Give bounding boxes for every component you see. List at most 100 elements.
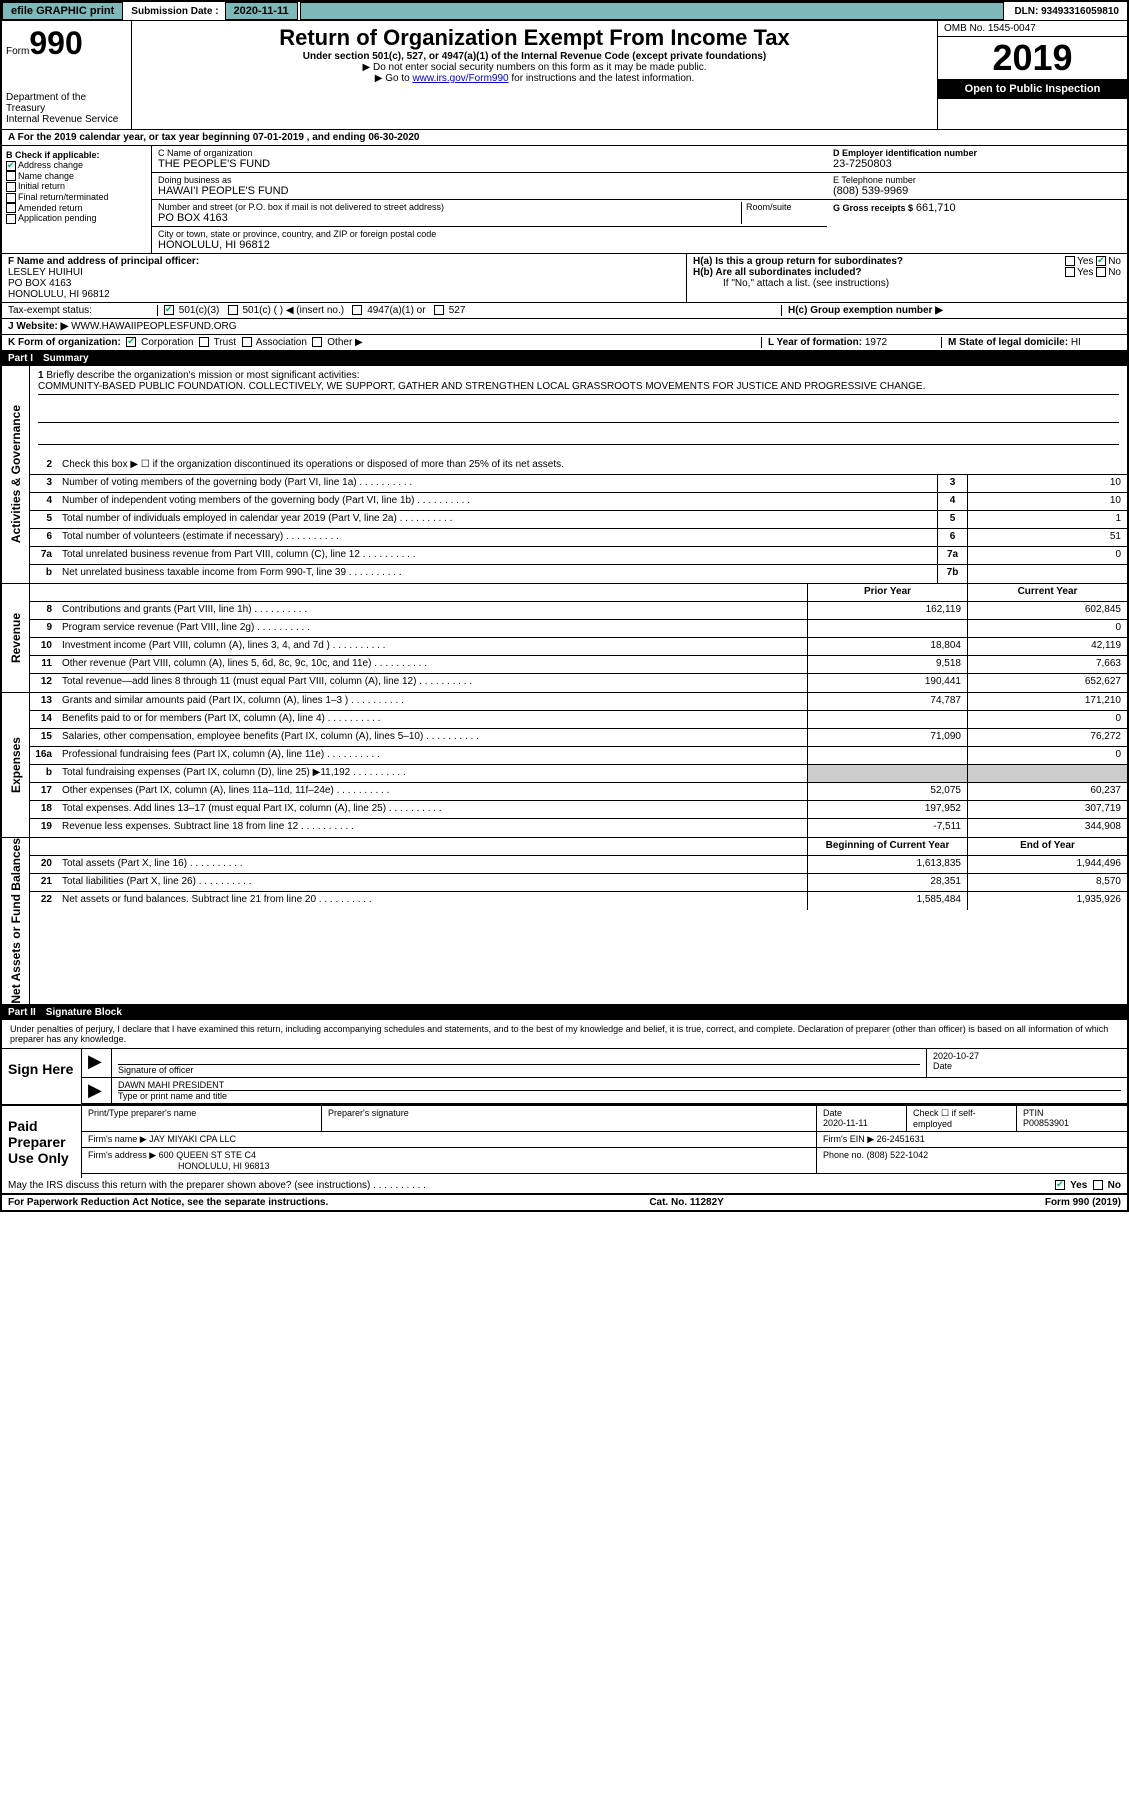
line-12-desc: Total revenue—add lines 8 through 11 (mu… [58,674,807,692]
footer-mid: Cat. No. 11282Y [649,1197,723,1208]
ha-yes[interactable] [1065,256,1075,266]
form-note-link: ▶ Go to www.irs.gov/Form990 for instruct… [140,73,929,84]
form-subtitle: Under section 501(c), 527, or 4947(a)(1)… [140,51,929,62]
check-assoc[interactable] [242,337,252,347]
efile-print-button[interactable]: efile GRAPHIC print [2,2,123,20]
netassets-label: Net Assets or Fund Balances [9,838,23,1004]
line-13-current: 171,210 [967,693,1127,710]
city-label: City or town, state or province, country… [158,229,821,239]
line-21-desc: Total liabilities (Part X, line 26) [58,874,807,891]
check-501c3[interactable] [164,305,174,315]
line-14-prior [807,711,967,728]
firm-ein: 26-2451631 [877,1134,925,1144]
sign-arrow-icon-2: ▶ [82,1078,112,1103]
check-501c[interactable] [228,305,238,315]
line-3-desc: Number of voting members of the governin… [58,475,937,492]
line-22-prior: 1,585,484 [807,892,967,910]
line-5-val: 1 [967,511,1127,528]
line-4-val: 10 [967,493,1127,510]
firm-name: JAY MIYAKI CPA LLC [149,1134,236,1144]
dept-treasury: Department of the Treasury Internal Reve… [6,92,127,125]
hb-no[interactable] [1096,267,1106,277]
website-label: J Website: ▶ [8,321,68,332]
current-year-hdr: Current Year [967,584,1127,601]
line-b-box: 7b [937,565,967,583]
ein-label: D Employer identification number [833,148,1121,158]
revenue-label: Revenue [9,613,23,663]
line-6-box: 6 [937,529,967,546]
expenses-section: Expenses 13Grants and similar amounts pa… [2,693,1127,838]
line-21-prior: 28,351 [807,874,967,891]
netassets-section: Net Assets or Fund Balances Beginning of… [2,838,1127,1005]
firm-addr1: 600 QUEEN ST STE C4 [159,1150,256,1160]
h-c: H(c) Group exemption number ▶ [781,305,1121,316]
sign-arrow-icon: ▶ [82,1049,112,1077]
line-7a-box: 7a [937,547,967,564]
part-2-header: Part II Signature Block [2,1005,1127,1020]
org-name: THE PEOPLE'S FUND [158,158,821,170]
check-name-change[interactable] [6,171,16,181]
line-14-current: 0 [967,711,1127,728]
hb-yes[interactable] [1065,267,1075,277]
line-22-desc: Net assets or fund balances. Subtract li… [58,892,807,910]
paid-preparer-label: Paid Preparer Use Only [2,1106,82,1178]
form-990-page: efile GRAPHIC print Submission Date : 20… [0,0,1129,1212]
line-b-val [967,565,1127,583]
officer-name: LESLEY HUIHUI [8,267,680,278]
tax-period: A For the 2019 calendar year, or tax yea… [2,130,1127,146]
check-other[interactable] [312,337,322,347]
expenses-label: Expenses [9,737,23,793]
line-22-current: 1,935,926 [967,892,1127,910]
line-8-desc: Contributions and grants (Part VIII, lin… [58,602,807,619]
page-footer: For Paperwork Reduction Act Notice, see … [2,1194,1127,1210]
line-9-current: 0 [967,620,1127,637]
submission-date-label: Submission Date : [125,6,224,17]
line-b-desc: Net unrelated business taxable income fr… [58,565,937,583]
line-19-current: 344,908 [967,819,1127,837]
line-16a-current: 0 [967,747,1127,764]
line-3-val: 10 [967,475,1127,492]
end-year-hdr: End of Year [967,838,1127,855]
line-8-prior: 162,119 [807,602,967,619]
footer-left: For Paperwork Reduction Act Notice, see … [8,1197,328,1208]
line-13-desc: Grants and similar amounts paid (Part IX… [58,693,807,710]
line-4-desc: Number of independent voting members of … [58,493,937,510]
line-12-prior: 190,441 [807,674,967,692]
line-7a-desc: Total unrelated business revenue from Pa… [58,547,937,564]
irs-discuss-no[interactable] [1093,1180,1103,1190]
mission-blank-1 [38,409,1119,423]
prior-year-hdr: Prior Year [807,584,967,601]
signature-declaration: Under penalties of perjury, I declare th… [2,1020,1127,1048]
check-initial-return[interactable] [6,182,16,192]
mission-text: COMMUNITY-BASED PUBLIC FOUNDATION. COLLE… [38,381,1119,395]
check-corp[interactable] [126,337,136,347]
check-amended[interactable] [6,203,16,213]
prep-date: 2020-11-11 [823,1118,868,1128]
check-trust[interactable] [199,337,209,347]
irs-link[interactable]: www.irs.gov/Form990 [412,73,508,84]
officer-label: F Name and address of principal officer: [8,256,680,267]
check-address-change[interactable] [6,161,16,171]
irs-discuss-yes[interactable] [1055,1180,1065,1190]
ein: 23-7250803 [833,158,1121,170]
line-19-desc: Revenue less expenses. Subtract line 18 … [58,819,807,837]
activities-section: Activities & Governance 1 Briefly descri… [2,366,1127,584]
sig-name-label: Type or print name and title [118,1091,1121,1101]
check-final-return[interactable] [6,193,16,203]
firm-phone: (808) 522-1042 [867,1150,929,1160]
line-15-current: 76,272 [967,729,1127,746]
ha-no[interactable] [1096,256,1106,266]
tax-year: 2019 [938,37,1127,79]
form-org-label: K Form of organization: [8,337,121,348]
check-app-pending[interactable] [6,214,16,224]
line-1-num: 1 [38,370,44,381]
check-4947[interactable] [352,305,362,315]
check-527[interactable] [434,305,444,315]
line-6-desc: Total number of volunteers (estimate if … [58,529,937,546]
line-13-prior: 74,787 [807,693,967,710]
omb-number: OMB No. 1545-0047 [938,21,1127,37]
sign-here-block: Sign Here ▶ Signature of officer 2020-10… [2,1048,1127,1104]
prep-self-emp: Check ☐ if self-employed [907,1106,1017,1131]
sig-name: DAWN MAHI PRESIDENT [118,1080,1121,1091]
open-to-public: Open to Public Inspection [938,79,1127,99]
